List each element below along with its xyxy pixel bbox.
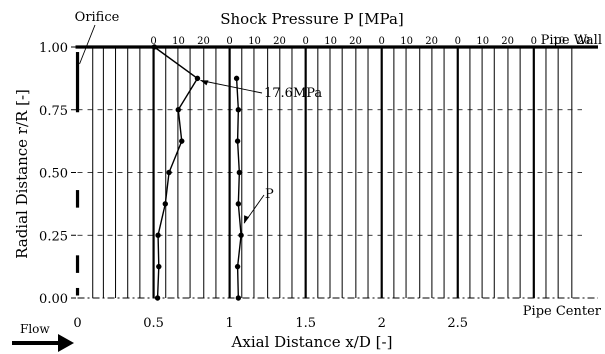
data-point xyxy=(235,295,242,301)
pressure-scale-label: 10 xyxy=(248,36,261,47)
dashed-grid-layer xyxy=(77,109,598,299)
pressure-scale-label: 20 xyxy=(349,36,362,47)
pressure-curve-label: P xyxy=(265,187,274,202)
data-point xyxy=(175,107,181,113)
y-tick-label: 0.00 xyxy=(39,292,68,307)
peak-pressure-label: 17.6MPa xyxy=(264,86,322,101)
pressure-scale-label: 0 xyxy=(379,36,385,47)
pressure-scale-label: 10 xyxy=(552,36,565,47)
pressure-scale-label: 0 xyxy=(150,36,156,47)
orifice-layer xyxy=(75,24,96,296)
y-tick-label: 0.75 xyxy=(39,104,68,119)
flow-label: Flow xyxy=(20,322,50,336)
data-point xyxy=(155,232,161,238)
data-point xyxy=(233,75,240,82)
orifice-label: Orifice xyxy=(75,10,120,25)
pipe-wall-label: Pipe Wall xyxy=(541,33,602,48)
data-point xyxy=(166,169,172,176)
x-tick-label: 2.5 xyxy=(447,316,468,331)
data-point xyxy=(194,75,201,82)
data-point xyxy=(154,295,161,301)
pressure-scale-label: 0 xyxy=(531,36,537,47)
data-point xyxy=(234,263,241,270)
data-point xyxy=(238,232,244,238)
data-point xyxy=(235,107,242,113)
flow-arrow-head xyxy=(58,334,74,352)
orifice-pointer xyxy=(79,24,96,65)
y-tick-label: 1.00 xyxy=(39,41,68,56)
x-tick-label: 1.5 xyxy=(295,316,316,331)
data-point xyxy=(151,44,158,50)
peak-leader-arrowhead xyxy=(200,80,209,86)
x-tick-label: 0.5 xyxy=(143,316,164,331)
pressure-scale-label: 0 xyxy=(226,36,232,47)
annotation-layer xyxy=(12,79,265,352)
y-tick-label: 0.25 xyxy=(39,229,68,244)
data-point xyxy=(235,201,242,207)
series-layer xyxy=(151,44,244,301)
peak-leader-line xyxy=(200,79,263,94)
pipe-center-label: Pipe Center xyxy=(523,304,602,319)
p-leader-arrowhead xyxy=(244,215,250,224)
pressure-scale-label: 0 xyxy=(455,36,461,47)
x-axis-label: Axial Distance x/D [-] xyxy=(231,333,393,351)
pressure-scale-label: 20 xyxy=(273,36,286,47)
pressure-scale-label: 20 xyxy=(501,36,514,47)
data-point xyxy=(234,138,241,144)
chart-title: Shock Pressure P [MPa] xyxy=(220,10,404,28)
data-point xyxy=(156,263,162,270)
pressure-scale-label: 20 xyxy=(425,36,438,47)
x-tick-label: 2 xyxy=(378,316,386,331)
data-point xyxy=(236,169,243,176)
pressure-scale-label: 0 xyxy=(302,36,308,47)
x-tick-label: 0 xyxy=(73,316,81,331)
y-axis-label: Radial Distance r/R [-] xyxy=(13,89,31,259)
y-tick-label: 0.50 xyxy=(39,167,68,182)
axes-layer: 0.00 0.25 0.50 0.75 1.00 0 0.5 1 1.5 2 2.5 0 10 20 0 10… xyxy=(39,36,598,331)
pressure-scale-label: 20 xyxy=(577,36,590,47)
pressure-profile-line-2 xyxy=(235,78,242,299)
x-tick-label: 1 xyxy=(225,316,233,331)
data-point xyxy=(162,201,168,207)
data-point xyxy=(179,138,185,144)
pressure-scale-label: 10 xyxy=(324,36,337,47)
pressure-scale-label: 10 xyxy=(172,36,185,47)
pressure-scale-label: 20 xyxy=(197,36,210,47)
pressure-scale-label: 10 xyxy=(476,36,489,47)
pressure-scale-label: 10 xyxy=(400,36,413,47)
